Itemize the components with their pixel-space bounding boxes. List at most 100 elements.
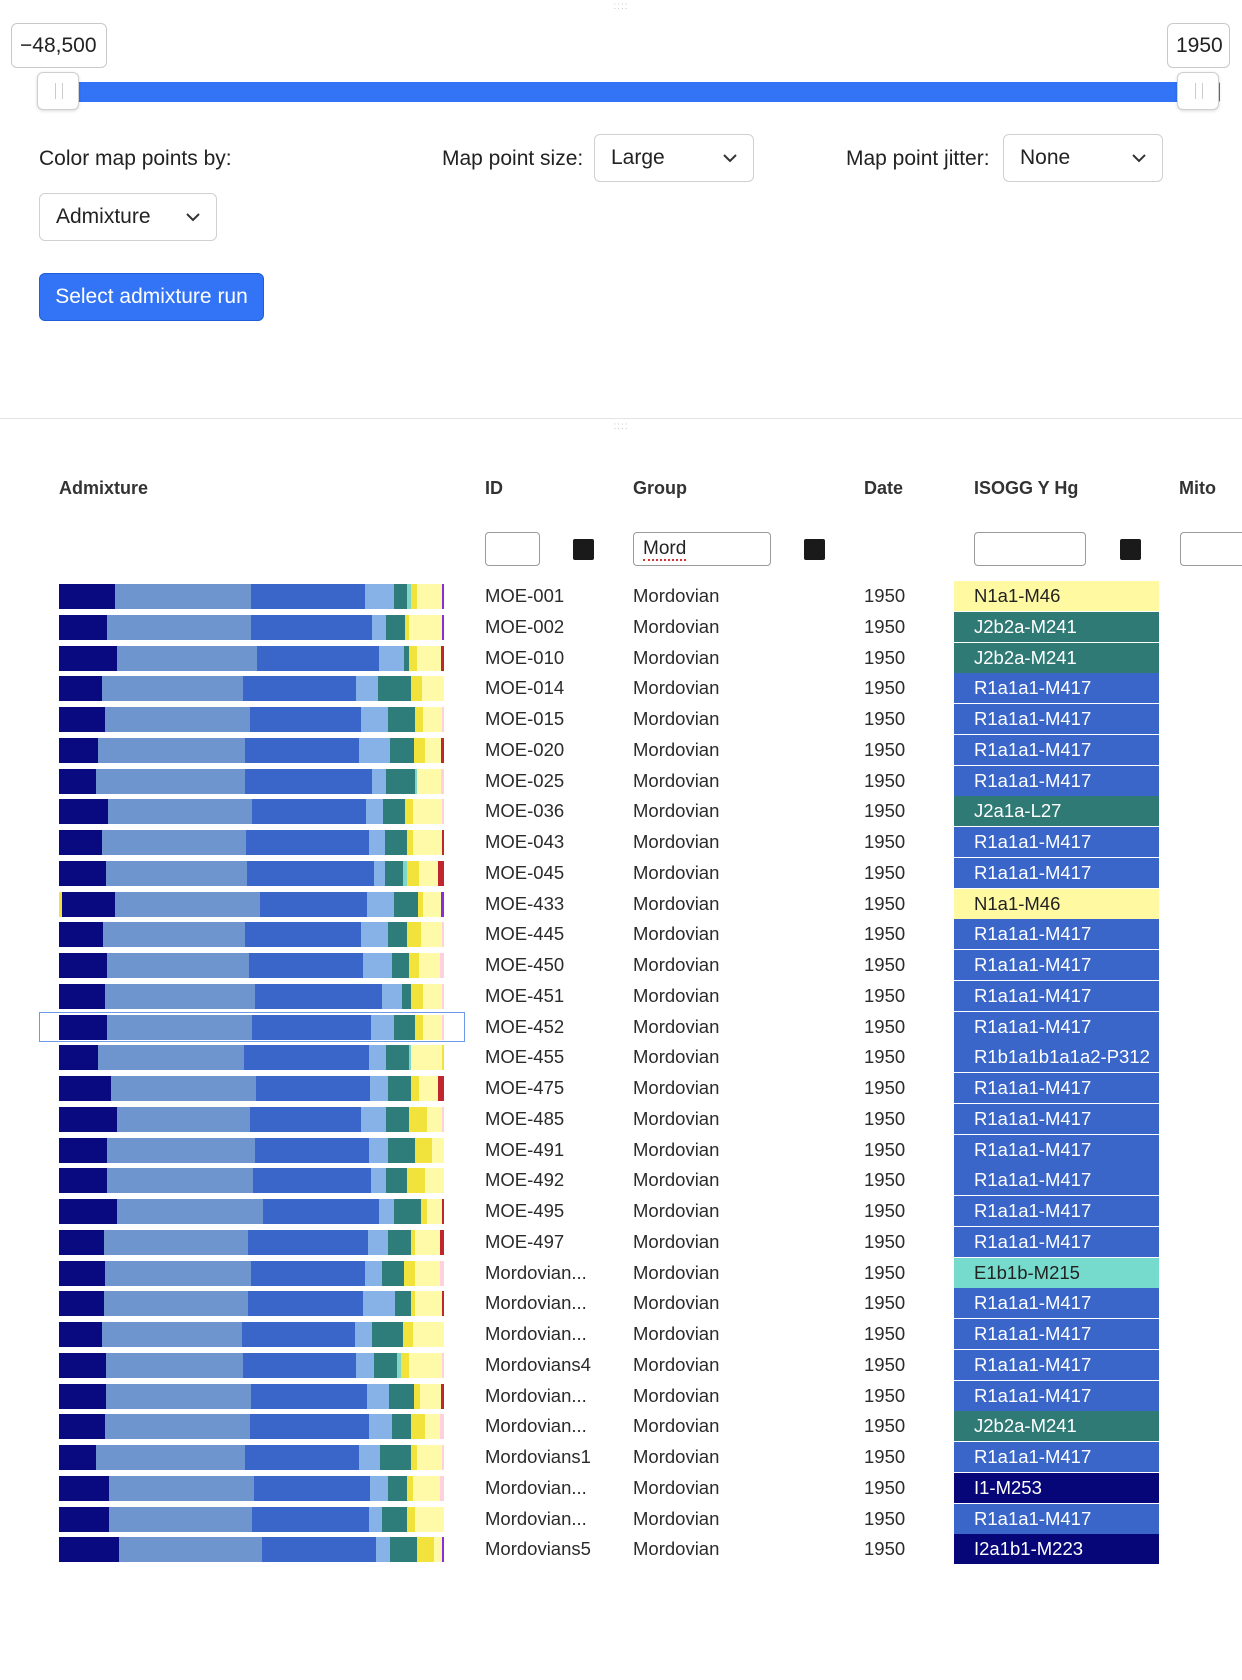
header-id[interactable]: ID [485, 478, 503, 498]
isogg-y-hg-cell: R1a1a1-M417 [954, 1165, 1159, 1196]
table-row[interactable]: Mordovians1 Mordovian 1950 R1a1a1-M417 [0, 1442, 1242, 1473]
panel-drag-handle[interactable]: :::: [613, 421, 629, 432]
top-drag-handle[interactable]: :::: [613, 1, 629, 12]
table-row[interactable]: MOE-025 Mordovian 1950 R1a1a1-M417 [0, 765, 1242, 797]
admixture-segment [407, 1506, 415, 1532]
table-row[interactable]: MOE-002 Mordovian 1950 J2b2a-M241 [0, 611, 1242, 643]
date-range-slider-track[interactable] [40, 82, 1220, 102]
table-row[interactable]: MOE-497 Mordovian 1950 R1a1a1-M417 [0, 1226, 1242, 1258]
date-cell: 1950 [864, 1476, 906, 1498]
table-row[interactable]: MOE-495 Mordovian 1950 R1a1a1-M417 [0, 1196, 1242, 1227]
admixture-segment [442, 1106, 444, 1132]
admixture-segment [409, 614, 442, 640]
isogg-y-hg-cell: J2b2a-M241 [954, 642, 1159, 673]
table-row[interactable]: MOE-445 Mordovian 1950 R1a1a1-M417 [0, 919, 1242, 950]
admixture-segment [442, 1045, 444, 1071]
admixture-segment [415, 707, 423, 732]
select-admixture-run-button[interactable]: Select admixture run [39, 273, 264, 321]
admixture-bar [59, 614, 444, 640]
table-row[interactable]: Mordovian... Mordovian 1950 R1a1a1-M417 [0, 1503, 1242, 1535]
header-mito[interactable]: Mito [1179, 478, 1216, 498]
admixture-segment [394, 1291, 411, 1317]
admixture-segment [407, 584, 412, 609]
admixture-segment [426, 1106, 443, 1132]
table-row[interactable]: MOE-043 Mordovian 1950 R1a1a1-M417 [0, 827, 1242, 858]
jitter-select[interactable]: None [1003, 134, 1163, 182]
admixture-segment [415, 1137, 433, 1163]
date-cell: 1950 [864, 1169, 906, 1191]
header-group[interactable]: Group [633, 478, 687, 498]
header-isogg-y-hg[interactable]: ISOGG Y Hg [974, 478, 1079, 498]
admixture-bar [59, 707, 444, 732]
group-filter-color-swatch[interactable] [804, 539, 825, 560]
group-cell: Mordovian [633, 769, 720, 791]
table-row[interactable]: MOE-010 Mordovian 1950 J2b2a-M241 [0, 642, 1242, 674]
group-cell: Mordovian [633, 1107, 720, 1129]
admixture-segment [59, 860, 106, 886]
ysog-filter-input[interactable] [974, 532, 1086, 566]
date-cell: 1950 [864, 1138, 906, 1160]
admixture-segment [413, 1475, 441, 1501]
table-row[interactable]: MOE-451 Mordovian 1950 R1a1a1-M417 [0, 980, 1242, 1012]
table-row[interactable]: MOE-475 Mordovian 1950 R1a1a1-M417 [0, 1073, 1242, 1104]
table-row[interactable]: MOE-036 Mordovian 1950 J2a1a-L27 [0, 796, 1242, 827]
admixture-segment [255, 983, 383, 1009]
table-row[interactable]: MOE-485 Mordovian 1950 R1a1a1-M417 [0, 1103, 1242, 1135]
admixture-segment [59, 614, 108, 640]
group-filter-input[interactable]: Mord [633, 532, 771, 566]
table-row[interactable]: MOE-492 Mordovian 1950 R1a1a1-M417 [0, 1165, 1242, 1196]
group-cell: Mordovian [633, 1507, 720, 1529]
admixture-segment [414, 1291, 442, 1317]
admixture-bar [59, 645, 444, 671]
table-row[interactable]: Mordovian... Mordovian 1950 E1b1b-M215 [0, 1257, 1242, 1289]
table-row[interactable]: Mordovians5 Mordovian 1950 I2a1b1-M223 [0, 1534, 1242, 1565]
admixture-segment [386, 1045, 410, 1071]
table-row[interactable]: Mordovian... Mordovian 1950 J2b2a-M241 [0, 1411, 1242, 1442]
date-cell: 1950 [864, 1538, 906, 1560]
table-row[interactable]: MOE-450 Mordovian 1950 R1a1a1-M417 [0, 950, 1242, 981]
mito-filter-input[interactable] [1180, 532, 1242, 566]
slider-min-handle[interactable] [37, 72, 79, 110]
table-row[interactable]: MOE-045 Mordovian 1950 R1a1a1-M417 [0, 857, 1242, 889]
range-min-input[interactable]: −48,500 [11, 23, 107, 68]
id-cell: MOE-036 [485, 800, 565, 822]
admixture-bar [59, 799, 444, 825]
admixture-bar [59, 1475, 444, 1501]
table-row[interactable]: Mordovian... Mordovian 1950 R1a1a1-M417 [0, 1319, 1242, 1350]
table-row[interactable]: MOE-433 Mordovian 1950 N1a1-M46 [0, 888, 1242, 920]
color-by-select[interactable]: Admixture [39, 193, 217, 241]
date-cell: 1950 [864, 923, 906, 945]
table-row[interactable]: MOE-001 Mordovian 1950 N1a1-M46 [0, 581, 1242, 612]
table-row[interactable]: MOE-455 Mordovian 1950 R1b1a1b1a1a2-P312 [0, 1042, 1242, 1073]
table-row[interactable]: Mordovian... Mordovian 1950 R1a1a1-M417 [0, 1288, 1242, 1319]
admixture-segment [387, 1475, 408, 1501]
id-filter-input[interactable] [485, 532, 540, 566]
table-row[interactable]: MOE-020 Mordovian 1950 R1a1a1-M417 [0, 734, 1242, 766]
admixture-segment [386, 1106, 410, 1132]
header-admixture[interactable]: Admixture [59, 478, 149, 498]
date-cell: 1950 [864, 1077, 906, 1098]
table-row[interactable]: Mordovians4 Mordovian 1950 R1a1a1-M417 [0, 1349, 1242, 1381]
admixture-segment [118, 1537, 263, 1563]
admixture-segment [250, 584, 365, 609]
id-cell: Mordovians4 [485, 1353, 591, 1375]
point-size-select[interactable]: Large [594, 134, 754, 182]
admixture-segment [441, 799, 444, 825]
admixture-segment [397, 1352, 401, 1378]
table-row[interactable]: MOE-452 Mordovian 1950 R1a1a1-M417 [0, 1011, 1242, 1043]
slider-max-handle[interactable] [1177, 72, 1219, 110]
ysog-filter-color-swatch[interactable] [1120, 539, 1141, 560]
admixture-segment [388, 707, 416, 732]
table-row[interactable]: Mordovian... Mordovian 1950 R1a1a1-M417 [0, 1380, 1242, 1412]
admixture-segment [394, 891, 418, 917]
table-row[interactable]: Mordovian... Mordovian 1950 I1-M253 [0, 1472, 1242, 1504]
table-row[interactable]: MOE-014 Mordovian 1950 R1a1a1-M417 [0, 673, 1242, 704]
table-row[interactable]: MOE-015 Mordovian 1950 R1a1a1-M417 [0, 704, 1242, 735]
id-filter-color-swatch[interactable] [573, 539, 594, 560]
range-max-input[interactable]: 1950 [1167, 23, 1230, 68]
admixture-segment [59, 1106, 117, 1132]
group-cell: Mordovian [633, 677, 720, 699]
table-row[interactable]: MOE-491 Mordovian 1950 R1a1a1-M417 [0, 1134, 1242, 1166]
admixture-segment [104, 1291, 248, 1317]
header-date[interactable]: Date [864, 478, 904, 498]
